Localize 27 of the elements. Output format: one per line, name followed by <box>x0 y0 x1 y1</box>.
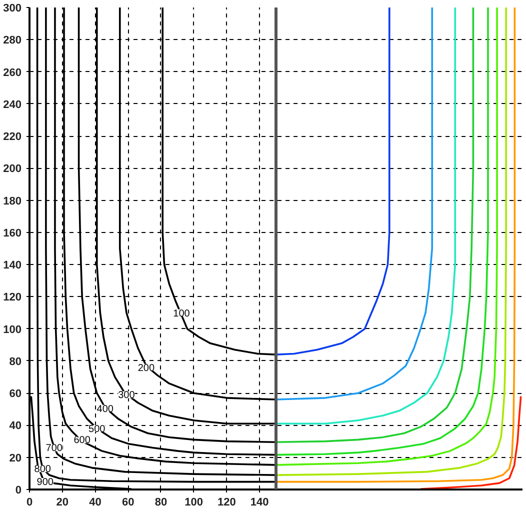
y-tick-label: 60 <box>9 388 22 400</box>
y-tick-label: 200 <box>3 163 22 176</box>
x-tick-label: 60 <box>122 496 134 508</box>
y-tick-label: 220 <box>3 131 22 144</box>
x-tick-label: 40 <box>89 496 102 508</box>
x-tick-label: 100 <box>184 496 204 508</box>
x-tick-label: 120 <box>218 496 236 508</box>
y-tick-label: 40 <box>9 420 22 432</box>
y-tick-label: 120 <box>3 292 22 304</box>
x-tick-label: 140 <box>250 496 269 508</box>
x-tick-label: 80 <box>154 496 168 508</box>
annotation: 100 <box>173 308 190 320</box>
y-tick-label: 180 <box>3 195 22 208</box>
x-tick-label: 20 <box>56 496 68 508</box>
y-tick-label: 0 <box>15 484 22 496</box>
y-tick-label: 20 <box>9 452 22 464</box>
y-tick-label: 80 <box>9 356 22 368</box>
y-tick-label: 140 <box>3 260 22 272</box>
y-tick-label: 260 <box>3 66 22 79</box>
y-tick-label: 100 <box>3 324 22 336</box>
x-tick-label: 0 <box>26 496 33 508</box>
y-tick-label: 300 <box>3 2 22 14</box>
y-tick-label: 160 <box>3 227 22 240</box>
y-tick-label: 240 <box>3 98 22 111</box>
annotation: 900 <box>36 476 54 488</box>
annotation: 600 <box>74 435 91 446</box>
y-tick-label: 280 <box>3 34 22 47</box>
